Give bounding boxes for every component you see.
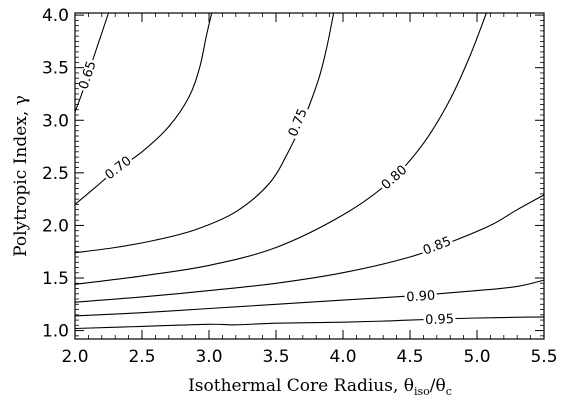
x-tick-label: 5.5	[530, 347, 557, 367]
y-tick-label: 1.5	[42, 269, 69, 289]
x-tick-label: 5.0	[463, 347, 490, 367]
x-tick-label: 2.5	[128, 347, 155, 367]
contour-label-text: 0.90	[406, 288, 436, 305]
x-tick-label: 2.0	[61, 347, 88, 367]
contour-lines	[74, 12, 545, 330]
x-axis-title: Isothermal Core Radius, θiso/θc	[188, 376, 452, 395]
contour-line-0.80	[74, 12, 487, 285]
contour-label-knockout	[423, 310, 456, 327]
contour-label-knockout	[376, 160, 411, 193]
y-tick-label: 2.0	[42, 216, 69, 236]
x-tick-label: 4.5	[396, 347, 423, 367]
contour-line-0.85	[74, 194, 545, 303]
contour-line-0.70	[74, 12, 213, 205]
y-tick-label: 4.0	[42, 6, 69, 26]
contour-label-knockout	[74, 57, 99, 93]
contour-label-knockout	[283, 104, 310, 140]
contour-label-0.95: 0.95	[423, 310, 456, 328]
x-tick-label: 3.5	[262, 347, 289, 367]
contour-line-0.90	[74, 279, 545, 317]
y-tick-label: 3.0	[42, 111, 69, 131]
y-tick-label: 2.5	[42, 164, 69, 184]
x-tick-label: 3.0	[195, 347, 222, 367]
contour-label-knockout	[418, 232, 455, 258]
y-tick-label: 1.0	[42, 322, 69, 342]
contour-label-knockout	[404, 286, 438, 304]
contour-label-0.90: 0.90	[404, 286, 438, 305]
x-axis-ticks: 2.0 2.5 3.0 3.5 4.0 4.5 5.0 5.5	[61, 13, 558, 367]
plot-background	[75, 13, 544, 339]
contour-line-0.75	[74, 12, 335, 254]
contour-label-text: 0.95	[425, 312, 454, 328]
y-axis-title: Polytropic Index, γ	[11, 95, 31, 257]
y-axis-ticks: 1.0 1.5 2.0 2.5 3.0 3.5 4.0	[42, 6, 544, 342]
x-tick-label: 4.0	[329, 347, 356, 367]
y-tick-label: 3.5	[42, 59, 69, 79]
plot-frame	[74, 12, 545, 340]
contour-label-knockout	[100, 151, 135, 183]
